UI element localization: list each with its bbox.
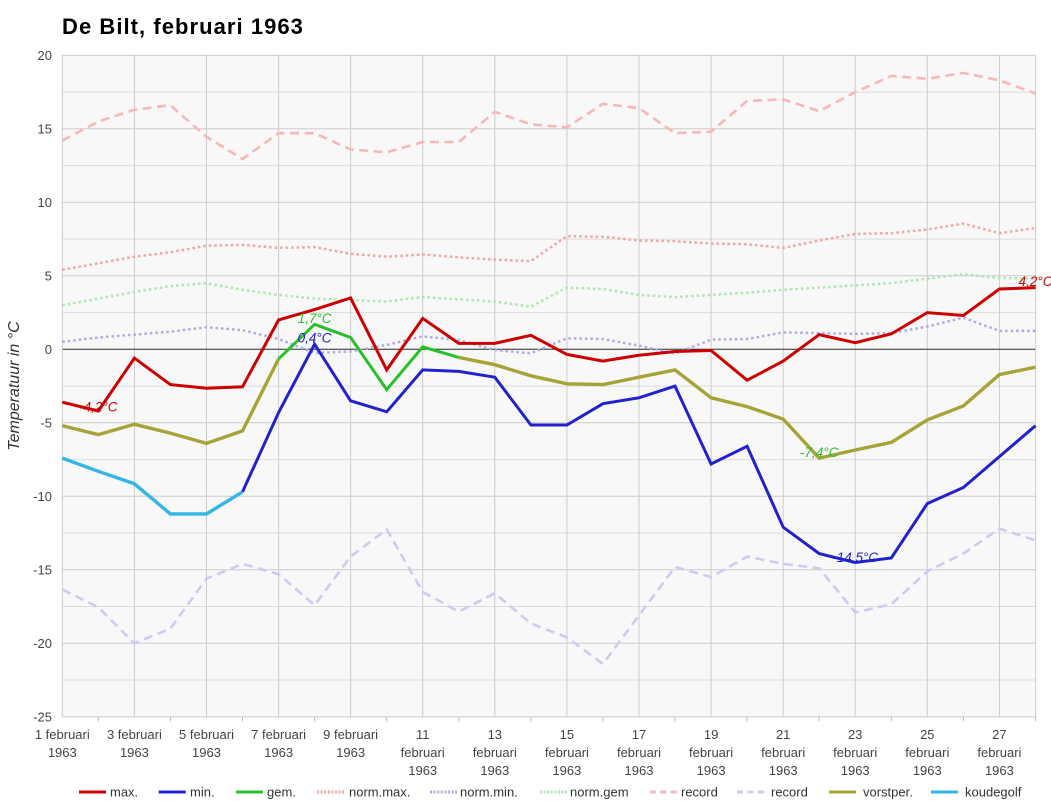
svg-text:norm.min.: norm.min.: [460, 784, 518, 799]
svg-text:februari: februari: [761, 745, 805, 760]
svg-text:-14,5°C: -14,5°C: [832, 550, 878, 565]
svg-text:4,2°C: 4,2°C: [1019, 274, 1051, 289]
svg-text:min.: min.: [190, 784, 215, 799]
svg-text:27: 27: [992, 727, 1006, 742]
svg-text:februari: februari: [545, 745, 589, 760]
svg-text:1963: 1963: [913, 763, 942, 778]
svg-text:De Bilt, februari 1963: De Bilt, februari 1963: [62, 14, 304, 39]
svg-text:25: 25: [920, 727, 934, 742]
svg-text:max.: max.: [110, 784, 138, 799]
svg-text:februari: februari: [473, 745, 517, 760]
svg-text:1963: 1963: [625, 763, 654, 778]
svg-text:3 februari: 3 februari: [107, 727, 162, 742]
svg-text:koudegolf: koudegolf: [965, 784, 1022, 799]
svg-text:Temperatuur in °C: Temperatuur in °C: [6, 321, 23, 451]
svg-text:15: 15: [560, 727, 574, 742]
svg-text:1963: 1963: [841, 763, 870, 778]
svg-text:1 februari: 1 februari: [35, 727, 90, 742]
svg-text:norm.gem: norm.gem: [570, 784, 629, 799]
svg-text:-4,2°C: -4,2°C: [79, 400, 118, 415]
svg-text:9 februari: 9 februari: [323, 727, 378, 742]
svg-text:februari: februari: [977, 745, 1021, 760]
svg-text:1963: 1963: [120, 745, 149, 760]
svg-text:1963: 1963: [769, 763, 798, 778]
svg-text:21: 21: [776, 727, 790, 742]
svg-text:20: 20: [38, 48, 52, 63]
svg-text:0: 0: [45, 342, 52, 357]
svg-text:1963: 1963: [552, 763, 581, 778]
svg-text:februari: februari: [833, 745, 877, 760]
svg-text:1963: 1963: [264, 745, 293, 760]
svg-text:record: record: [681, 784, 718, 799]
svg-text:1963: 1963: [697, 763, 726, 778]
svg-text:-20: -20: [33, 636, 52, 651]
svg-text:5 februari: 5 februari: [179, 727, 234, 742]
svg-text:15: 15: [38, 122, 52, 137]
svg-text:1963: 1963: [48, 745, 77, 760]
svg-text:19: 19: [704, 727, 718, 742]
svg-text:5: 5: [45, 269, 52, 284]
svg-text:-5: -5: [40, 416, 52, 431]
svg-text:-25: -25: [33, 710, 52, 725]
svg-text:10: 10: [38, 195, 52, 210]
svg-text:1963: 1963: [336, 745, 365, 760]
svg-text:0,4°C: 0,4°C: [298, 331, 332, 346]
svg-text:17: 17: [632, 727, 646, 742]
svg-text:7 februari: 7 februari: [251, 727, 306, 742]
svg-text:februari: februari: [689, 745, 733, 760]
svg-text:februari: februari: [905, 745, 949, 760]
svg-text:-7,4°C: -7,4°C: [800, 445, 839, 460]
svg-text:-10: -10: [33, 489, 52, 504]
svg-text:23: 23: [848, 727, 862, 742]
svg-text:1963: 1963: [480, 763, 509, 778]
svg-text:record: record: [771, 784, 808, 799]
svg-text:februari: februari: [401, 745, 445, 760]
svg-text:1,7°C: 1,7°C: [298, 311, 332, 326]
svg-text:gem.: gem.: [267, 784, 296, 799]
svg-text:1963: 1963: [985, 763, 1014, 778]
svg-text:13: 13: [488, 727, 502, 742]
svg-text:1963: 1963: [192, 745, 221, 760]
svg-text:februari: februari: [617, 745, 661, 760]
svg-text:norm.max.: norm.max.: [349, 784, 410, 799]
svg-text:1963: 1963: [408, 763, 437, 778]
svg-text:vorstper.: vorstper.: [863, 784, 913, 799]
svg-text:-15: -15: [33, 563, 52, 578]
svg-text:11: 11: [416, 727, 430, 742]
